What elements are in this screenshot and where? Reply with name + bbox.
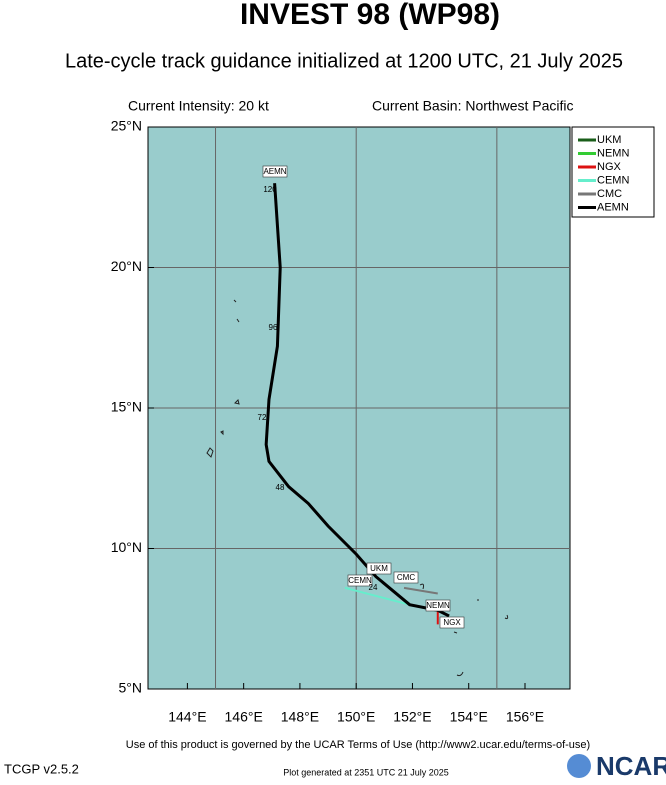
logo: NCAR: [596, 751, 666, 780]
track: [403, 586, 438, 595]
islands: [206, 299, 509, 677]
track-label: NEMN: [426, 601, 450, 610]
hour-label: 72: [258, 413, 267, 422]
legend-label: AEMN: [597, 201, 629, 213]
y-tick-label: 25°N: [111, 118, 142, 134]
track: [344, 586, 410, 606]
track-label: UKM: [370, 564, 388, 573]
track-label: AEMN: [263, 167, 286, 176]
x-tick-label: 156°E: [506, 709, 544, 725]
version: TCGP v2.5.2: [4, 761, 79, 776]
track-label-box: [366, 562, 392, 575]
track-label-box: [425, 599, 451, 612]
hour-label: 48: [276, 483, 285, 492]
legend-label: NGX: [597, 161, 622, 173]
hour-label: 24: [369, 583, 378, 592]
legend: [571, 126, 655, 218]
track-label: NGX: [443, 618, 461, 627]
logo-mark: [567, 754, 591, 778]
legend-label: NEMN: [597, 147, 629, 159]
legend-label: UKM: [597, 134, 621, 146]
hour-label: 120: [263, 185, 277, 194]
intensity: Current Intensity: 20 kt: [128, 98, 269, 114]
legend-label: CMC: [597, 188, 622, 200]
track-label-box: [393, 571, 419, 584]
x-tick-label: 148°E: [281, 709, 319, 725]
y-tick-label: 15°N: [111, 399, 142, 415]
legend-label: CEMN: [597, 174, 629, 186]
y-tick-label: 10°N: [111, 539, 142, 555]
x-tick-label: 146°E: [225, 709, 263, 725]
y-tick-label: 20°N: [111, 258, 142, 274]
hour-label: 96: [269, 323, 278, 332]
track-label-box: [439, 616, 465, 629]
subtitle: Late-cycle track guidance initialized at…: [65, 50, 623, 72]
track-label: CEMN: [348, 576, 372, 585]
track: [264, 183, 450, 618]
terms: Use of this product is governed by the U…: [126, 739, 590, 751]
x-tick-label: 144°E: [168, 709, 206, 725]
generated: Plot generated at 2351 UTC 21 July 2025: [283, 767, 449, 777]
y-tick-label: 5°N: [119, 680, 143, 696]
x-tick-label: 154°E: [450, 709, 488, 725]
basin: Current Basin: Northwest Pacific: [372, 98, 574, 114]
track-label-box: [347, 574, 373, 587]
x-tick-label: 152°E: [393, 709, 431, 725]
track-label-box: [262, 165, 288, 178]
track-label: CMC: [397, 573, 415, 582]
x-tick-label: 150°E: [337, 709, 375, 725]
title: INVEST 98 (WP98): [240, 0, 500, 31]
